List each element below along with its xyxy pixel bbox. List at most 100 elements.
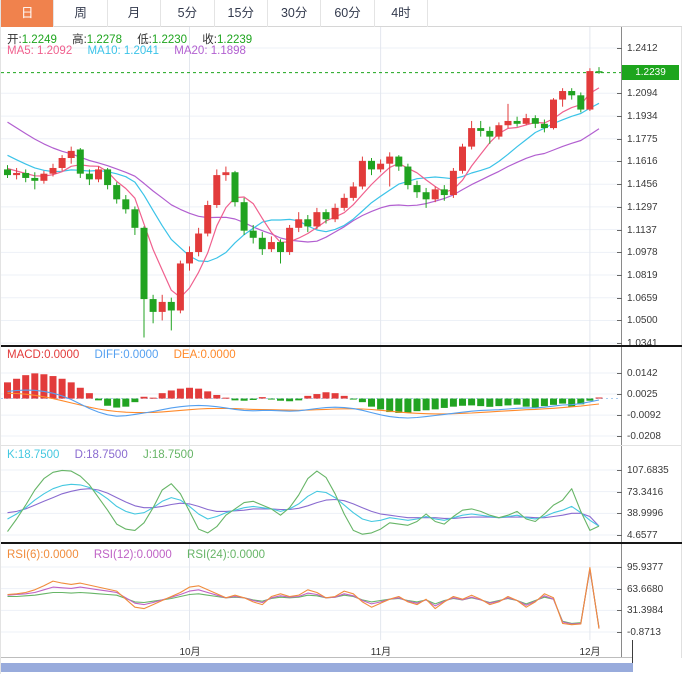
- ma20-label: MA20:: [174, 45, 208, 57]
- y-axis-label: 1.0978: [627, 247, 658, 258]
- tab-15min[interactable]: 15分: [215, 0, 268, 27]
- high-label: 高:: [72, 34, 87, 46]
- y-axis-tick: [617, 116, 622, 117]
- y-axis-tick: [617, 252, 622, 253]
- y-axis-tick: [617, 513, 622, 514]
- open-label: 开:: [7, 34, 22, 46]
- rsi12-label: RSI(12):: [93, 549, 137, 561]
- panel-separator: [1, 345, 682, 347]
- rsi-chart-plot[interactable]: [1, 545, 621, 640]
- y-axis-label: 73.3416: [627, 487, 664, 498]
- macd-header: MACD:0.0000 DIFF:0.0000 DEA:0.0000: [7, 349, 248, 361]
- y-axis-label: 107.6835: [627, 465, 669, 476]
- d-value: 18.7500: [86, 449, 128, 461]
- y-axis-tick: [617, 161, 622, 162]
- panel-separator: [1, 445, 682, 446]
- y-axis-tick: [617, 492, 622, 493]
- ma20-value: 1.1898: [210, 45, 246, 57]
- y-axis-tick: [617, 343, 622, 344]
- y-axis-tick: [617, 610, 622, 611]
- ma5-value: 1.2092: [37, 45, 73, 57]
- diff-value: 0.0000: [123, 349, 159, 361]
- rsi6-label: RSI(6):: [7, 549, 44, 561]
- d-label: D:: [74, 449, 87, 461]
- y-axis-label: 1.0500: [627, 315, 658, 326]
- diff-label: DIFF:: [94, 349, 124, 361]
- dea-value: 0.0000: [200, 349, 236, 361]
- low-value: 1.2230: [151, 34, 188, 46]
- y-axis-tick: [617, 589, 622, 590]
- y-axis-tick: [617, 298, 622, 299]
- y-axis-label: 1.1934: [627, 111, 658, 122]
- tab-30min[interactable]: 30分: [268, 0, 322, 27]
- k-value: 18.7500: [17, 449, 60, 461]
- price-chart-plot[interactable]: [1, 27, 621, 345]
- j-label: J:: [142, 449, 152, 461]
- ma-header: MA5: 1.2092 MA10: 1.2041 MA20: 1.1898: [7, 45, 258, 57]
- current-price-badge: 1.2239: [622, 65, 679, 80]
- y-axis-label: -0.0092: [627, 410, 661, 421]
- j-value: 18.7500: [151, 449, 194, 461]
- rsi12-value: 0.0000: [136, 549, 172, 561]
- y-axis-label: 0.0025: [627, 389, 658, 400]
- bottom-scrollbar[interactable]: [1, 663, 633, 672]
- rsi-header: RSI(6):0.0000 RSI(12):0.0000 RSI(24):0.0…: [7, 549, 277, 561]
- y-axis-label: 95.9377: [627, 562, 664, 573]
- ma5-label: MA5:: [7, 45, 34, 57]
- tab-60min[interactable]: 60分: [321, 0, 375, 27]
- y-axis-tick: [617, 373, 622, 374]
- kdj-chart-plot[interactable]: [1, 445, 621, 545]
- macd-value: 0.0000: [44, 349, 80, 361]
- y-axis-label: 1.2094: [627, 88, 658, 99]
- y-axis-tick: [617, 320, 622, 321]
- y-axis-label: 1.0819: [627, 270, 658, 281]
- y-axis-label: -0.0208: [627, 431, 661, 442]
- y-axis-tick: [617, 394, 622, 395]
- y-axis-label: 1.0341: [627, 338, 658, 349]
- k-label: K:: [7, 449, 18, 461]
- tab-month[interactable]: 月: [108, 0, 162, 27]
- y-axis-label: 1.1456: [627, 179, 658, 190]
- high-value: 1.2278: [86, 34, 122, 46]
- x-axis-label: 12月: [579, 647, 601, 658]
- tab-5min[interactable]: 5分: [161, 0, 215, 27]
- x-axis-label: 11月: [370, 647, 392, 658]
- panel-separator: [1, 542, 682, 544]
- y-axis-tick: [617, 93, 622, 94]
- kdj-header: K:18.7500 D:18.7500 J:18.7500: [7, 449, 205, 461]
- y-axis-label: 1.1775: [627, 134, 658, 145]
- y-axis-label: 1.0659: [627, 293, 658, 304]
- tab-week[interactable]: 周: [54, 0, 108, 27]
- y-axis-label: 31.3984: [627, 605, 664, 616]
- y-axis-tick: [617, 48, 622, 49]
- y-axis-tick: [617, 567, 622, 568]
- y-axis-tick: [617, 470, 622, 471]
- y-axis-tick: [617, 535, 622, 536]
- x-axis-label: 10月: [179, 647, 201, 658]
- y-axis-tick: [617, 415, 622, 416]
- chart-bottom-border: [1, 657, 633, 658]
- y-axis-label: 0.0142: [627, 368, 658, 379]
- y-axis-tick: [617, 139, 622, 140]
- axis-corner-line: [632, 640, 633, 672]
- y-axis-label: 1.1137: [627, 225, 657, 236]
- rsi24-value: 0.0000: [229, 549, 266, 561]
- macd-chart-plot[interactable]: [1, 345, 621, 445]
- open-value: 1.2249: [21, 34, 57, 46]
- y-axis-tick: [617, 184, 622, 185]
- ma10-label: MA10:: [87, 45, 121, 57]
- y-axis-tick: [617, 632, 622, 633]
- tab-day[interactable]: 日: [1, 0, 55, 27]
- y-axis-line: [621, 27, 622, 658]
- y-axis-tick: [617, 436, 622, 437]
- y-axis-label: 63.6680: [627, 584, 664, 595]
- close-label: 收:: [202, 34, 217, 46]
- ma10-value: 1.2041: [123, 45, 160, 57]
- ohlc-header: 开:1.2249 高:1.2278 低:1.2230 收:1.2239: [7, 31, 264, 47]
- y-axis-label: -0.8713: [627, 627, 661, 638]
- tab-4hour[interactable]: 4时: [375, 0, 429, 27]
- y-axis-label: 1.1297: [627, 202, 658, 213]
- y-axis-tick: [617, 207, 622, 208]
- low-label: 低:: [137, 34, 152, 46]
- y-axis-label: 38.9996: [627, 508, 664, 519]
